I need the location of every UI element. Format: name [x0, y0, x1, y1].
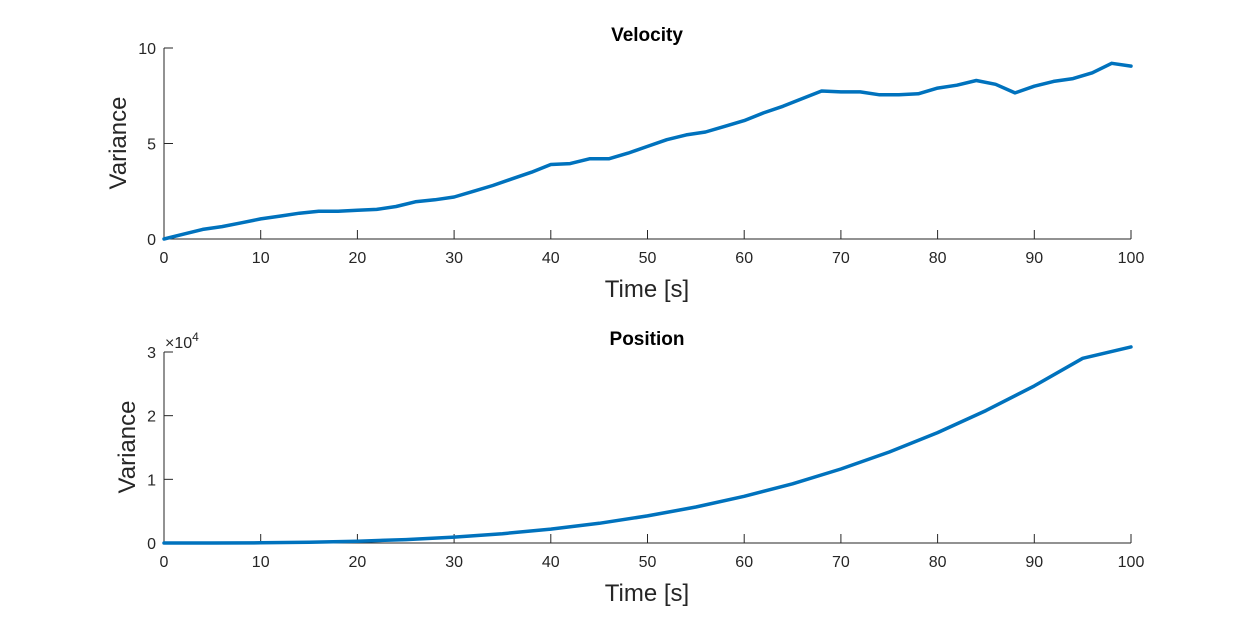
velocity-y-tick-label: 10 — [138, 41, 156, 58]
velocity-chart: Velocity 0 10 20 30 40 50 60 70 80 90 100 0 5 10 Tim… — [105, 25, 1144, 303]
position-x-tick-label: 0 — [160, 554, 169, 571]
velocity-y-ticks: 0 5 10 — [138, 41, 173, 249]
position-y-ticks: 0 1 2 3 — [147, 345, 173, 553]
position-series-line — [162, 345, 1133, 545]
position-chart: Position 0 10 20 30 40 50 60 70 80 90 100 0 1 2 3 ×10… — [114, 329, 1144, 607]
velocity-x-tick-label: 20 — [349, 250, 367, 267]
position-x-axis-label: Time [s] — [605, 580, 689, 607]
position-y-tick-label: 1 — [147, 472, 156, 489]
velocity-x-tick-label: 40 — [542, 250, 560, 267]
position-x-tick-label: 40 — [542, 554, 560, 571]
position-y-exponent-base: ×10 — [165, 335, 192, 352]
position-x-tick-label: 80 — [929, 554, 947, 571]
velocity-y-axis-label: Variance — [105, 97, 132, 190]
position-x-tick-label: 50 — [639, 554, 657, 571]
position-x-tick-label: 30 — [445, 554, 463, 571]
velocity-title: Velocity — [611, 25, 683, 46]
position-x-tick-label: 20 — [349, 554, 367, 571]
position-x-tick-label: 10 — [252, 554, 270, 571]
velocity-x-tick-label: 60 — [735, 250, 753, 267]
velocity-x-ticks: 0 10 20 30 40 50 60 70 80 90 100 — [160, 230, 1145, 267]
position-y-exponent: ×104 — [165, 330, 199, 352]
velocity-x-tick-label: 10 — [252, 250, 270, 267]
position-y-tick-label: 0 — [147, 536, 156, 553]
position-y-exponent-power: 4 — [192, 330, 199, 344]
velocity-x-tick-label: 70 — [832, 250, 850, 267]
velocity-x-tick-label: 0 — [160, 250, 169, 267]
position-y-axis-label: Variance — [114, 401, 141, 494]
position-x-tick-label: 60 — [735, 554, 753, 571]
velocity-x-tick-label: 90 — [1025, 250, 1043, 267]
position-y-tick-label: 2 — [147, 409, 156, 426]
velocity-x-axis-label: Time [s] — [605, 276, 689, 303]
velocity-x-tick-label: 100 — [1118, 250, 1145, 267]
velocity-x-tick-label: 50 — [639, 250, 657, 267]
position-y-tick-label: 3 — [147, 345, 156, 362]
position-x-tick-label: 100 — [1118, 554, 1145, 571]
velocity-series-line — [162, 61, 1133, 241]
position-x-tick-label: 90 — [1025, 554, 1043, 571]
position-x-tick-label: 70 — [832, 554, 850, 571]
position-x-ticks: 0 10 20 30 40 50 60 70 80 90 100 — [160, 534, 1145, 571]
velocity-x-tick-label: 30 — [445, 250, 463, 267]
velocity-y-tick-label: 0 — [147, 232, 156, 249]
position-title: Position — [610, 329, 685, 350]
velocity-y-tick-label: 5 — [147, 137, 156, 154]
velocity-x-tick-label: 80 — [929, 250, 947, 267]
